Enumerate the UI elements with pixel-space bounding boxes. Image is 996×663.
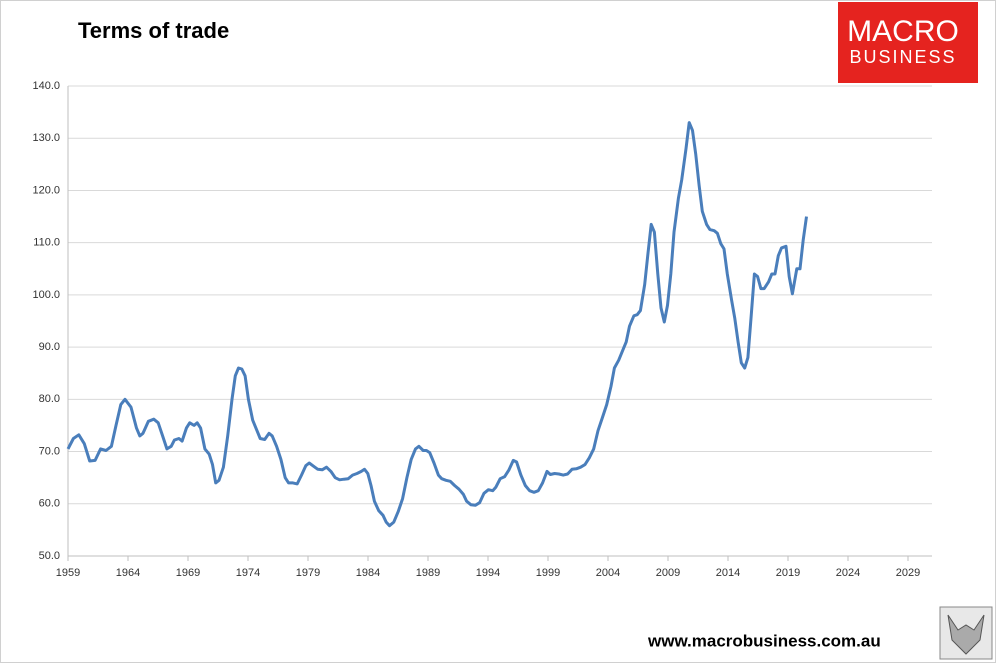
chart-title: Terms of trade — [78, 18, 229, 43]
x-tick-label: 1984 — [356, 567, 380, 579]
x-tick-label: 2004 — [596, 567, 620, 579]
x-tick-label: 1979 — [296, 567, 320, 579]
x-tick-label: 1969 — [176, 567, 200, 579]
x-tick-label: 2009 — [656, 567, 680, 579]
x-tick-label: 1959 — [56, 567, 80, 579]
x-tick-label: 1994 — [476, 567, 500, 579]
x-tick-label: 1989 — [416, 567, 440, 579]
y-tick-label: 110.0 — [33, 237, 60, 249]
x-tick-label: 1999 — [536, 567, 560, 579]
fox-icon — [947, 614, 985, 655]
footer-url: www.macrobusiness.com.au — [647, 631, 881, 650]
logo-box — [838, 2, 978, 83]
y-tick-label: 100.0 — [32, 289, 60, 301]
x-tick-label: 2019 — [776, 567, 800, 579]
y-tick-label: 60.0 — [39, 498, 60, 510]
y-tick-label: 120.0 — [32, 184, 60, 196]
y-tick-label: 90.0 — [39, 341, 60, 353]
logo-text: BUSINESS — [849, 47, 956, 67]
data-line — [66, 121, 808, 528]
y-tick-label: 80.0 — [39, 393, 60, 405]
x-tick-label: 1974 — [236, 567, 260, 579]
y-tick-label: 70.0 — [39, 445, 60, 457]
x-tick-label: 2014 — [716, 567, 740, 579]
y-tick-label: 130.0 — [32, 132, 60, 144]
y-tick-label: 50.0 — [39, 550, 60, 562]
y-tick-label: 140.0 — [32, 80, 60, 92]
x-tick-label: 1964 — [116, 567, 140, 579]
x-tick-label: 2029 — [896, 567, 920, 579]
logo-text: MACRO — [847, 15, 959, 48]
x-tick-label: 2024 — [836, 567, 860, 579]
